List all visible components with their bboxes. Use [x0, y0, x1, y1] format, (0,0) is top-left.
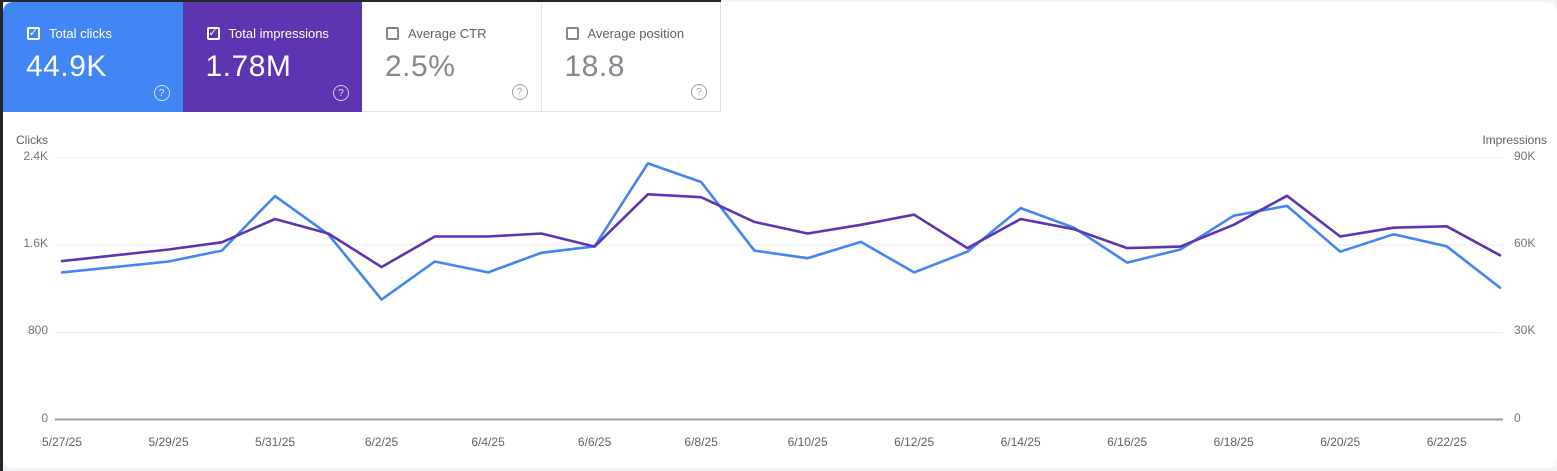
right-tick-label: 90K	[1514, 149, 1536, 163]
average-position-card[interactable]: Average position 18.8 ?	[541, 2, 721, 112]
x-axis-date-label: 6/20/25	[1320, 435, 1361, 449]
right-tick-label: 30K	[1514, 323, 1536, 338]
left-tick-label: 800	[27, 323, 48, 338]
total-clicks-card[interactable]: ✓ Total clicks 44.9K ?	[3, 2, 183, 112]
help-icon[interactable]: ?	[511, 84, 528, 100]
average-ctr-card[interactable]: Average CTR 2.5% ?	[362, 2, 542, 112]
average-position-label: Average position	[587, 26, 685, 41]
total-impressions-label: Total impressions	[228, 26, 329, 41]
x-axis-date-label: 5/31/25	[255, 435, 296, 449]
x-axis-date-label: 6/6/25	[577, 435, 612, 449]
x-axis-date-label: 6/18/25	[1213, 435, 1254, 449]
right-axis-title: Impressions	[1482, 133, 1547, 147]
x-axis-date-label: 6/16/25	[1107, 435, 1148, 449]
screen-edge-top	[0, 0, 721, 2]
total-clicks-checkbox[interactable]: ✓	[27, 27, 40, 40]
total-impressions-value: 1.78M	[205, 50, 292, 83]
average-ctr-label: Average CTR	[408, 26, 487, 41]
help-icon[interactable]: ?	[333, 85, 349, 101]
total-clicks-value: 44.9K	[26, 50, 107, 83]
left-tick-label: 0	[41, 410, 48, 425]
average-position-value: 18.8	[564, 50, 625, 83]
x-axis-date-label: 5/29/25	[148, 435, 189, 449]
right-tick-label: 60K	[1514, 236, 1536, 251]
x-axis-date-label: 6/22/25	[1426, 435, 1467, 449]
x-axis-date-label: 5/27/25	[41, 435, 83, 449]
left-tick-label: 1.6K	[23, 236, 48, 251]
total-clicks-label: Total clicks	[49, 26, 112, 41]
help-icon[interactable]: ?	[691, 84, 707, 100]
x-axis-date-label: 6/14/25	[1000, 435, 1041, 449]
average-ctr-value: 2.5%	[385, 50, 456, 83]
x-axis-date-label: 6/4/25	[471, 435, 505, 449]
total-impressions-card[interactable]: ✓ Total impressions 1.78M ?	[182, 2, 362, 112]
x-axis-date-label: 6/10/25	[787, 435, 828, 449]
total-impressions-checkbox[interactable]: ✓	[206, 27, 220, 40]
right-tick-label: 0	[1514, 410, 1521, 425]
x-axis-date-label: 6/2/25	[364, 435, 399, 449]
performance-panel: ✓ Total clicks 44.9K ? ✓ Total impressio…	[3, 2, 1557, 468]
average-position-checkbox[interactable]	[565, 27, 579, 40]
average-ctr-checkbox[interactable]	[386, 27, 399, 40]
metric-cards-row: ✓ Total clicks 44.9K ? ✓ Total impressio…	[3, 2, 721, 112]
left-axis-title: Clicks	[16, 133, 48, 147]
performance-chart[interactable]	[3, 2, 1557, 468]
x-axis-date-label: 6/12/25	[894, 435, 935, 449]
screen-edge-left	[0, 0, 3, 471]
impressions-line	[60, 193, 1502, 269]
help-icon[interactable]: ?	[153, 85, 170, 101]
x-axis-date-label: 6/8/25	[684, 435, 718, 449]
left-tick-label: 2.4K	[23, 149, 48, 163]
clicks-line	[60, 162, 1502, 301]
